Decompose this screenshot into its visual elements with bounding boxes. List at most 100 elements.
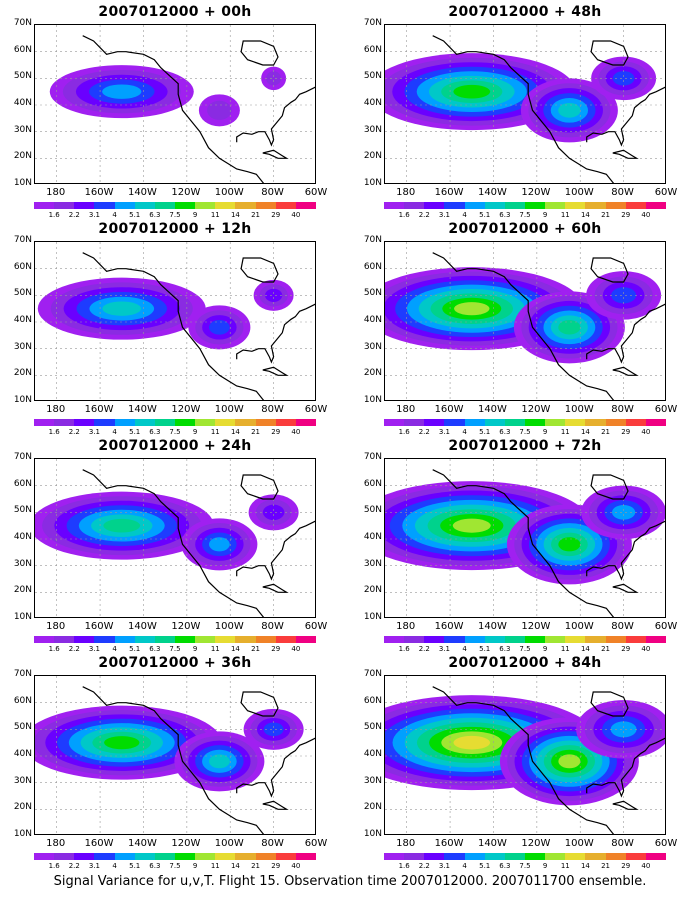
lon-tick-label: 180: [46, 838, 66, 849]
colorbar-label: 3.1: [88, 645, 100, 653]
colorbar-swatch: [424, 202, 445, 209]
lat-tick-label: 40N: [363, 98, 382, 108]
colorbar-label: 5.1: [129, 428, 141, 436]
map-panel: 2007012000 + 48h 70N 60N 50N 40N 30N 20N 10N 180…: [350, 4, 690, 219]
colorbar-label: 11: [210, 645, 220, 653]
colorbar-label: 5.1: [479, 428, 491, 436]
colorbar-label: 3.1: [438, 211, 450, 219]
colorbar-label: 1.6: [398, 862, 410, 870]
lon-tick-label: 100W: [214, 838, 244, 849]
lon-tick-label: 140W: [127, 621, 157, 632]
lat-tick-label: 60N: [13, 478, 32, 489]
colorbar-label: 5.1: [129, 211, 141, 219]
lat-tick-label: 20N: [363, 585, 382, 596]
lon-tick-label: 100W: [564, 187, 594, 198]
lat-tick-label: 30N: [13, 775, 32, 786]
panel-title: 2007012000 + 72h: [448, 438, 602, 454]
colorbar-swatch: [484, 419, 505, 426]
colorbar-swatch: [404, 202, 425, 209]
colorbar-swatch: [114, 853, 135, 860]
lat-tick-label: 60N: [363, 695, 382, 706]
colorbar-swatch: [94, 853, 115, 860]
colorbar-label: 14: [230, 211, 240, 219]
lat-tick-label: 30N: [363, 558, 382, 569]
lon-tick-label: 80W: [261, 621, 284, 632]
lat-tick-label: 30N: [13, 124, 32, 135]
colorbar-label: 4: [112, 428, 117, 436]
lat-tick-label: 10N: [363, 395, 382, 405]
lon-tick-label: 80W: [261, 838, 284, 849]
lat-tick-label: 50N: [363, 71, 382, 82]
colorbar-swatch: [625, 419, 646, 426]
colorbar-swatch: [54, 202, 75, 209]
colorbar-label: 9: [192, 211, 198, 219]
colorbar-label: 2.2: [68, 211, 80, 219]
variance-contour: [102, 84, 142, 99]
colorbar-swatch: [404, 853, 425, 860]
map-panel: 2007012000 + 00h 70N 60N 50N 40N 30N 20N 10N 180…: [0, 4, 340, 219]
colorbar-label: 29: [271, 211, 281, 219]
colorbar-label: 21: [251, 862, 261, 870]
colorbar-label: 29: [621, 428, 631, 436]
variance-contour: [610, 721, 637, 738]
colorbar-swatch: [444, 202, 465, 209]
lat-tick-label: 50N: [13, 71, 32, 82]
lat-tick-label: 10N: [363, 612, 382, 622]
colorbar-label: 9: [192, 645, 198, 653]
colorbar-swatch: [295, 202, 316, 209]
lon-tick-label: 180: [396, 838, 416, 849]
colorbar-swatch: [134, 202, 155, 209]
coastline: [236, 303, 315, 364]
panel-title: 2007012000 + 84h: [448, 655, 602, 671]
colorbar-label: 3.1: [438, 645, 450, 653]
colorbar-swatch: [524, 853, 546, 860]
lat-tick-label: 10N: [13, 612, 32, 622]
colorbar-label: 40: [641, 645, 651, 653]
colorbar-swatch: [605, 636, 626, 643]
colorbar-label: 7.5: [519, 211, 531, 219]
colorbar-label: 7.5: [169, 211, 181, 219]
map-frame: [384, 675, 666, 835]
colorbar-label: 6.3: [149, 645, 161, 653]
colorbar-swatch: [504, 419, 525, 426]
colorbar-label: 14: [580, 211, 590, 219]
colorbar-label: 40: [291, 211, 301, 219]
lon-tick-label: 60W: [304, 838, 328, 849]
colorbar-label: 14: [230, 428, 240, 436]
variance-map: [385, 242, 665, 400]
colorbar-label: 3.1: [88, 211, 100, 219]
colorbar-label: 11: [560, 428, 570, 436]
lon-tick-label: 140W: [127, 404, 157, 415]
colorbar-swatch: [565, 853, 586, 860]
coastline: [432, 469, 615, 617]
variance-contour: [262, 504, 285, 521]
colorbar-label: 29: [271, 645, 281, 653]
lon-tick-label: 80W: [261, 404, 284, 415]
variance-contour: [266, 71, 282, 86]
lon-tick-label: 80W: [611, 838, 634, 849]
coastline: [590, 474, 629, 500]
variance-map: [35, 25, 315, 183]
colorbar-swatch: [625, 636, 646, 643]
colorbar-label: 1.6: [48, 645, 60, 653]
colorbar-swatch: [134, 419, 155, 426]
colorbar-swatch: [34, 853, 55, 860]
colorbar-label: 40: [291, 862, 301, 870]
lon-tick-label: 160W: [84, 187, 114, 198]
colorbar-label: 2.2: [418, 428, 430, 436]
lon-tick-label: 120W: [521, 621, 551, 632]
colorbar-label: 6.3: [149, 211, 161, 219]
variance-contour: [612, 505, 636, 520]
colorbar-swatch: [154, 853, 175, 860]
lon-tick-label: 120W: [171, 187, 201, 198]
colorbar-swatch: [464, 636, 485, 643]
variance-map: [385, 25, 665, 183]
colorbar-label: 3.1: [88, 862, 100, 870]
variance-contour: [102, 301, 142, 316]
coastline: [262, 583, 289, 593]
colorbar-label: 9: [542, 211, 548, 219]
lat-tick-label: 30N: [13, 558, 32, 569]
colorbar-swatch: [444, 853, 465, 860]
lat-tick-label: 40N: [13, 532, 32, 542]
map-frame: [34, 675, 316, 835]
